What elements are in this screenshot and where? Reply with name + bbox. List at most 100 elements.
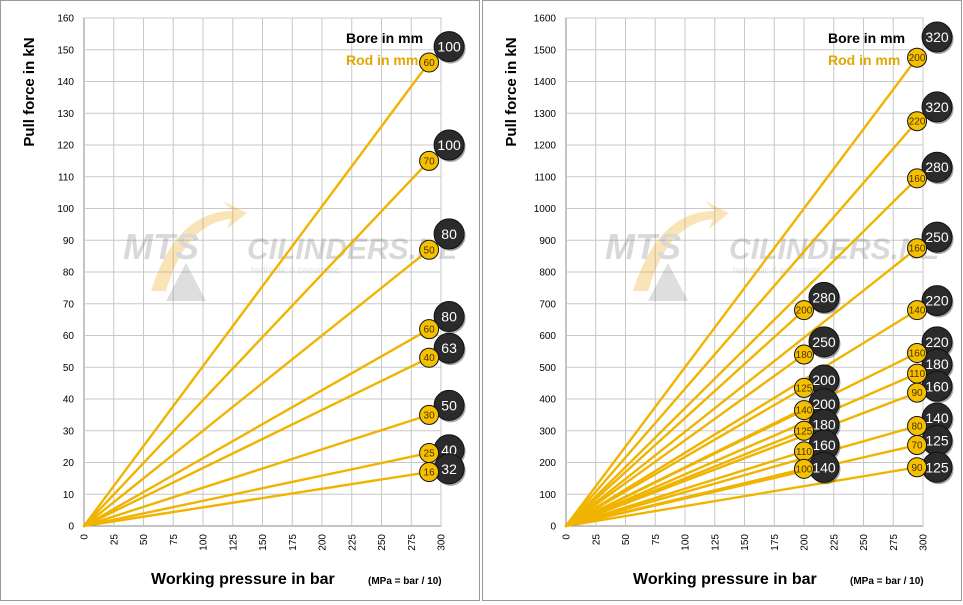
bore-label: 200 xyxy=(812,396,836,412)
rod-label: 60 xyxy=(424,58,436,69)
series-line xyxy=(82,470,431,528)
series-line xyxy=(564,450,806,528)
x-axis-title: Working pressure in bar xyxy=(151,571,335,588)
rod-marker xyxy=(907,382,928,403)
rod-label: 200 xyxy=(796,306,813,317)
x-tick-label: 225 xyxy=(347,534,358,551)
x-tick-label: 175 xyxy=(288,534,299,551)
watermark-tagline: hydraulic & pneumatic xyxy=(251,265,340,275)
x-tick-label: 250 xyxy=(377,534,388,551)
y-tick-label: 1300 xyxy=(534,109,557,120)
rod-label: 125 xyxy=(796,426,813,437)
series-line xyxy=(564,246,919,528)
rod-marker xyxy=(794,458,814,479)
rod-label: 110 xyxy=(796,447,812,458)
x-axis-title: Working pressure in bar xyxy=(633,571,817,588)
bore-label: 100 xyxy=(437,39,461,55)
series-line xyxy=(82,327,431,528)
series-line xyxy=(564,56,919,528)
rod-marker xyxy=(419,347,440,368)
rod-marker xyxy=(907,47,928,68)
x-tick-label: 25 xyxy=(591,534,602,546)
y-tick-label: 900 xyxy=(539,236,556,247)
y-tick-label: 300 xyxy=(539,426,556,437)
rod-marker xyxy=(794,420,814,441)
rod-marker xyxy=(419,150,440,171)
y-tick-label: 110 xyxy=(58,172,74,183)
x-tick-label: 275 xyxy=(407,534,418,551)
series-line xyxy=(564,308,919,528)
bore-label: 140 xyxy=(812,459,836,475)
series-line xyxy=(564,466,919,528)
y-tick-label: 70 xyxy=(63,299,75,310)
y-tick-label: 30 xyxy=(63,426,75,437)
y-axis-title: Pull force in kN xyxy=(21,37,38,146)
x-tick-label: 300 xyxy=(919,534,930,551)
watermark-tagline: hydraulic & pneumatic xyxy=(733,265,822,275)
x-tick-label: 0 xyxy=(562,534,573,540)
bore-label: 80 xyxy=(441,308,457,324)
rod-marker xyxy=(907,435,928,456)
bore-label: 280 xyxy=(812,289,836,305)
bore-marker xyxy=(433,31,465,63)
x-tick-label: 75 xyxy=(169,534,180,546)
rod-marker xyxy=(794,344,814,365)
series-line xyxy=(82,159,431,528)
bore-marker xyxy=(433,218,465,250)
x-tick-label: 300 xyxy=(437,534,448,551)
x-tick-label: 150 xyxy=(258,534,269,551)
y-tick-label: 100 xyxy=(539,490,556,501)
y-tick-label: 130 xyxy=(57,109,74,120)
bore-label: 250 xyxy=(925,229,949,245)
bore-marker xyxy=(433,332,465,364)
bore-label: 220 xyxy=(925,293,949,309)
bore-label: 140 xyxy=(925,410,949,426)
x-tick-label: 100 xyxy=(199,534,210,551)
rod-label: 90 xyxy=(911,463,923,474)
series-line xyxy=(564,467,806,528)
series-line xyxy=(564,408,806,528)
rod-label: 25 xyxy=(424,448,436,459)
watermark-swoosh xyxy=(151,201,247,291)
x-tick-label: 50 xyxy=(139,534,150,546)
rod-label: 70 xyxy=(424,156,436,167)
bore-label: 100 xyxy=(437,137,461,153)
bore-marker xyxy=(433,300,465,332)
x-tick-label: 0 xyxy=(80,534,91,540)
y-tick-label: 120 xyxy=(57,141,74,152)
x-tick-label: 275 xyxy=(889,534,900,551)
rod-label: 140 xyxy=(909,306,926,317)
watermark-brand: MTS xyxy=(605,226,681,267)
rod-marker xyxy=(907,457,928,478)
chart-panel-small-cylinders: MTS CILINDERS.NL hydraulic & pneumatic 0 10 2… xyxy=(0,0,480,601)
y-tick-label: 40 xyxy=(63,395,75,406)
x-tick-label: 150 xyxy=(740,534,751,551)
series-line xyxy=(82,413,431,528)
rod-marker xyxy=(794,300,814,321)
x-axis-note: (MPa = bar / 10) xyxy=(850,576,924,587)
rod-marker xyxy=(419,319,440,340)
rod-label: 200 xyxy=(909,53,926,64)
bore-label: 32 xyxy=(441,461,457,477)
y-tick-label: 1200 xyxy=(534,141,557,152)
rod-label: 140 xyxy=(796,406,813,417)
rod-marker xyxy=(419,52,440,73)
y-tick-label: 0 xyxy=(68,522,74,533)
series-line xyxy=(564,372,919,528)
rod-label: 180 xyxy=(796,350,813,361)
x-tick-label: 50 xyxy=(621,534,632,546)
bore-label: 160 xyxy=(925,378,949,394)
y-tick-label: 500 xyxy=(539,363,556,374)
rod-label: 60 xyxy=(424,325,436,336)
y-tick-label: 10 xyxy=(63,490,75,501)
watermark-swoosh xyxy=(633,201,729,291)
bore-label: 320 xyxy=(925,29,949,45)
legend-rod: Rod in mm xyxy=(346,52,418,68)
bore-label: 80 xyxy=(441,226,457,242)
y-tick-label: 800 xyxy=(539,268,556,279)
y-tick-label: 140 xyxy=(57,77,74,88)
y-tick-label: 80 xyxy=(63,268,75,279)
x-tick-label: 25 xyxy=(109,534,120,546)
